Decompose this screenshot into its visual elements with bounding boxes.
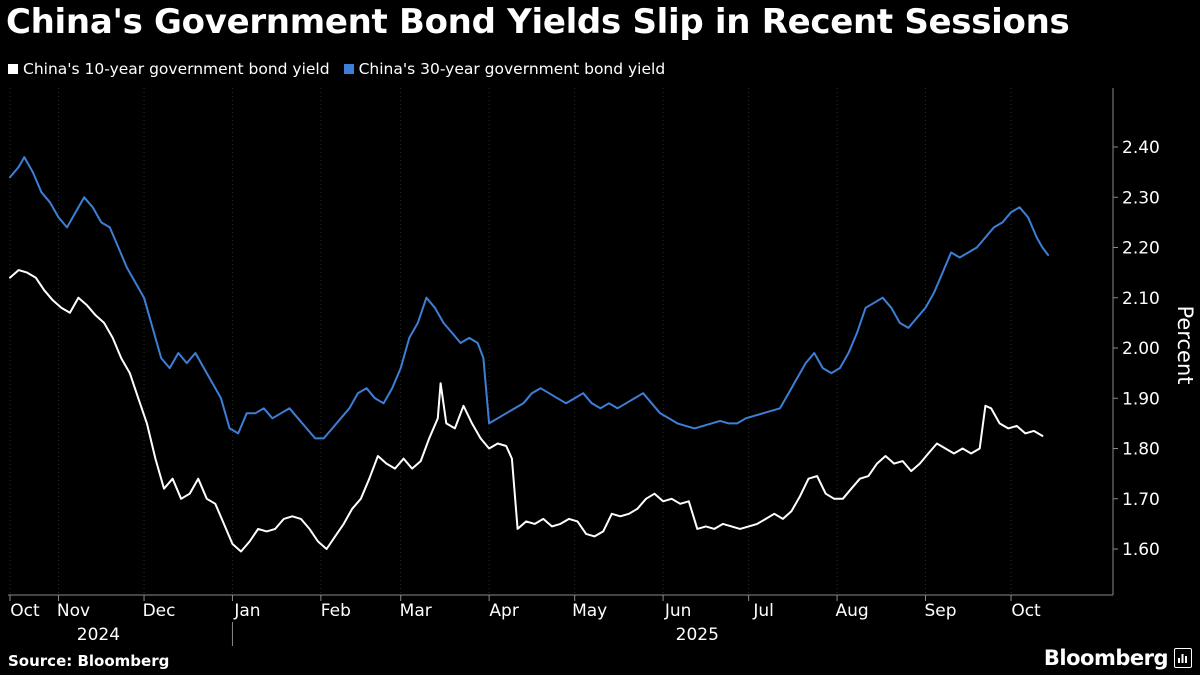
- legend-item-10y: China's 10-year government bond yield: [8, 60, 330, 78]
- brand-wordmark: Bloomberg: [1043, 646, 1169, 670]
- x-tick-label: May: [572, 601, 607, 621]
- y-tick-label: 1.70: [1122, 490, 1160, 510]
- x-tick-label: Oct: [10, 601, 40, 621]
- y-tick-label: 2.20: [1122, 239, 1160, 259]
- x-tick-label: Sep: [924, 601, 956, 621]
- bloomberg-brand: Bloomberg: [1044, 646, 1192, 670]
- y-tick-label: 1.90: [1122, 389, 1160, 409]
- x-tick-label: Jun: [664, 601, 692, 621]
- x-tick-label: Oct: [1011, 601, 1041, 621]
- bloomberg-chart-icon: [1174, 648, 1192, 668]
- y-tick-label: 1.80: [1122, 440, 1160, 460]
- y-tick-label: 2.10: [1122, 289, 1160, 309]
- y-axis-title: Percent: [1173, 305, 1197, 384]
- legend-swatch-30y: [343, 64, 354, 74]
- x-tick-label: Apr: [489, 601, 518, 621]
- x-year-label: 2025: [676, 625, 719, 645]
- y-tick-label: 1.60: [1122, 540, 1160, 560]
- legend: China's 10-year government bond yield Ch…: [8, 60, 665, 78]
- x-tick-label: Aug: [835, 601, 868, 621]
- legend-item-30y: China's 30-year government bond yield: [343, 60, 666, 78]
- x-year-label: 2024: [77, 625, 120, 645]
- legend-label-30y: China's 30-year government bond yield: [358, 60, 666, 78]
- line-chart: Oct Nov Dec Jan Feb Mar Apr May Jun Jul Aug Sep Oct 2…: [8, 88, 1197, 646]
- legend-swatch-10y: [8, 64, 18, 74]
- source-note: Source: Bloomberg: [8, 652, 170, 670]
- x-tick-label: Jul: [752, 601, 774, 621]
- x-tick-label: Mar: [400, 601, 432, 621]
- legend-label-10y: China's 10-year government bond yield: [23, 60, 330, 78]
- x-tick-label: Feb: [321, 601, 351, 621]
- series-line-30y: [9, 156, 1050, 440]
- x-tick-label: Dec: [143, 601, 176, 621]
- y-tick-label: 2.00: [1122, 339, 1160, 359]
- series-line-10y: [9, 269, 1044, 553]
- chart-title: China's Government Bond Yields Slip in R…: [6, 2, 1070, 42]
- x-tick-label: Jan: [233, 601, 260, 621]
- y-tick-label: 2.30: [1122, 188, 1160, 208]
- x-tick-label: Nov: [57, 601, 90, 621]
- y-tick-label: 2.40: [1122, 138, 1160, 158]
